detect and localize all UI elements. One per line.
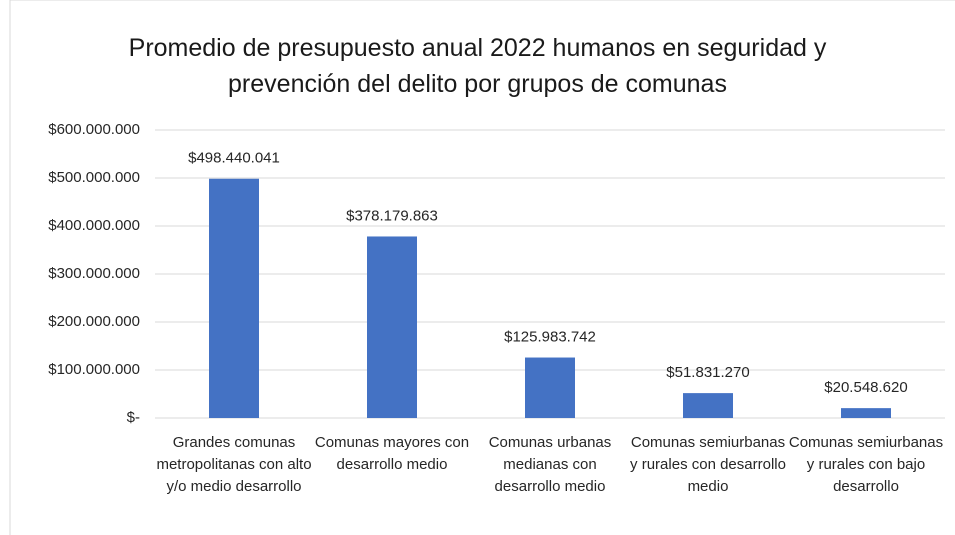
bar [525,357,575,418]
x-tick-label: Comunas semiurbanas y rurales con bajo d… [788,434,944,495]
data-label: $378.179.863 [346,207,438,224]
chart-title: Promedio de presupuesto anual 2022 human… [128,34,827,98]
y-tick-label: $600.000.000 [48,121,140,138]
data-label: $20.548.620 [824,379,907,396]
y-tick-label: $400.000.000 [48,217,140,234]
y-tick-label: $100.000.000 [48,361,140,378]
x-tick-label: Grandes comunas metropolitanas con alto … [156,434,312,495]
data-label: $498.440.041 [188,150,280,167]
bar [683,393,733,418]
data-label: $125.983.742 [504,328,596,345]
y-tick-label: $- [127,409,140,426]
x-tick-label: Comunas mayores con desarrollo medio [314,434,470,473]
chart-border [9,0,955,535]
bar [367,236,417,418]
bar [209,178,259,418]
x-tick-label: Comunas semiurbanas y rurales con desarr… [630,434,786,495]
data-label: $51.831.270 [666,364,749,381]
y-tick-label: $500.000.000 [48,169,140,186]
y-tick-label: $300.000.000 [48,265,140,282]
y-tick-label: $200.000.000 [48,313,140,330]
x-tick-label: Comunas urbanas medianas con desarrollo … [488,434,612,495]
bar [841,408,891,418]
